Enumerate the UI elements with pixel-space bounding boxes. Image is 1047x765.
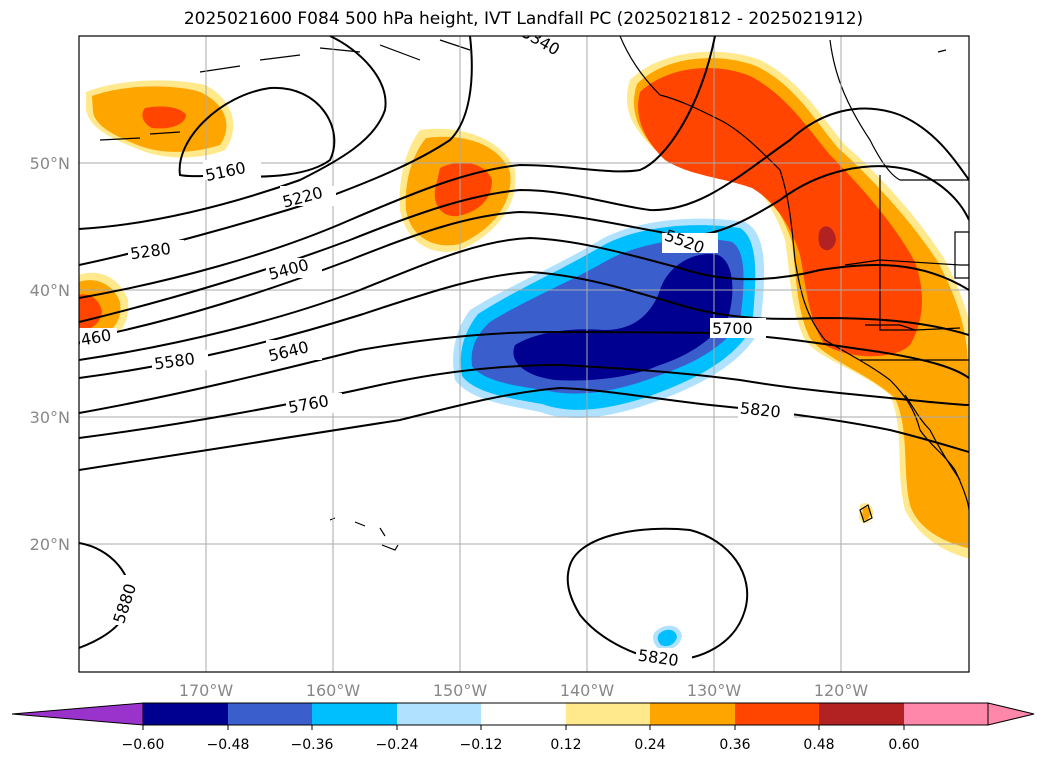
colorbar-label: −0.36 [291,737,334,753]
lat-label: 50°N [30,154,70,173]
colorbar-label: −0.60 [122,737,165,753]
colorbar-segment [819,703,904,725]
lon-label: 170°W [179,681,234,700]
lon-label: 130°W [687,681,742,700]
colorbar: −0.60 −0.48 −0.36 −0.24 −0.12 0.12 0.24 … [11,702,1035,753]
colorbar-label: 0.48 [803,737,834,753]
colorbar-label: 0.36 [719,737,750,753]
colorbar-extend-high [987,702,1035,726]
colorbar-label: 0.24 [634,737,665,753]
lon-label: 150°W [433,681,488,700]
colorbar-segment [735,703,819,725]
lon-label: 160°W [306,681,361,700]
colorbar-segment [228,703,312,725]
colorbar-segment [397,703,481,725]
colorbar-label: −0.48 [207,737,250,753]
colorbar-label: −0.24 [376,737,419,753]
lat-label: 20°N [30,535,70,554]
latitude-labels: 50°N 40°N 30°N 20°N [30,154,70,554]
contour-label: 5700 [712,319,753,338]
colorbar-segment [312,703,397,725]
colorbar-segment [904,703,988,725]
colorbar-segment [143,703,228,725]
longitude-labels: 170°W 160°W 150°W 140°W 130°W 120°W [179,681,869,700]
contour-label: 5820 [739,398,781,421]
colorbar-extend-low [11,702,144,726]
warm-region-coast [626,51,969,559]
lon-label: 140°W [560,681,615,700]
colorbar-label: 0.12 [550,737,581,753]
colorbar-label: −0.12 [460,737,503,753]
lat-label: 40°N [30,281,70,300]
colorbar-segment [481,703,566,725]
map-frame [78,35,970,673]
lon-label: 120°W [814,681,869,700]
contour-labels: 5160 5220 5280 5400 5460 5520 5580 5640 … [79,36,794,670]
lat-label: 30°N [30,408,70,427]
colorbar-label: 0.60 [888,737,919,753]
colorbar-segment [650,703,735,725]
colorbar-segment [566,703,650,725]
ivt-shading [79,51,969,650]
map-title: 2025021600 F084 500 hPa height, IVT Land… [183,9,864,29]
